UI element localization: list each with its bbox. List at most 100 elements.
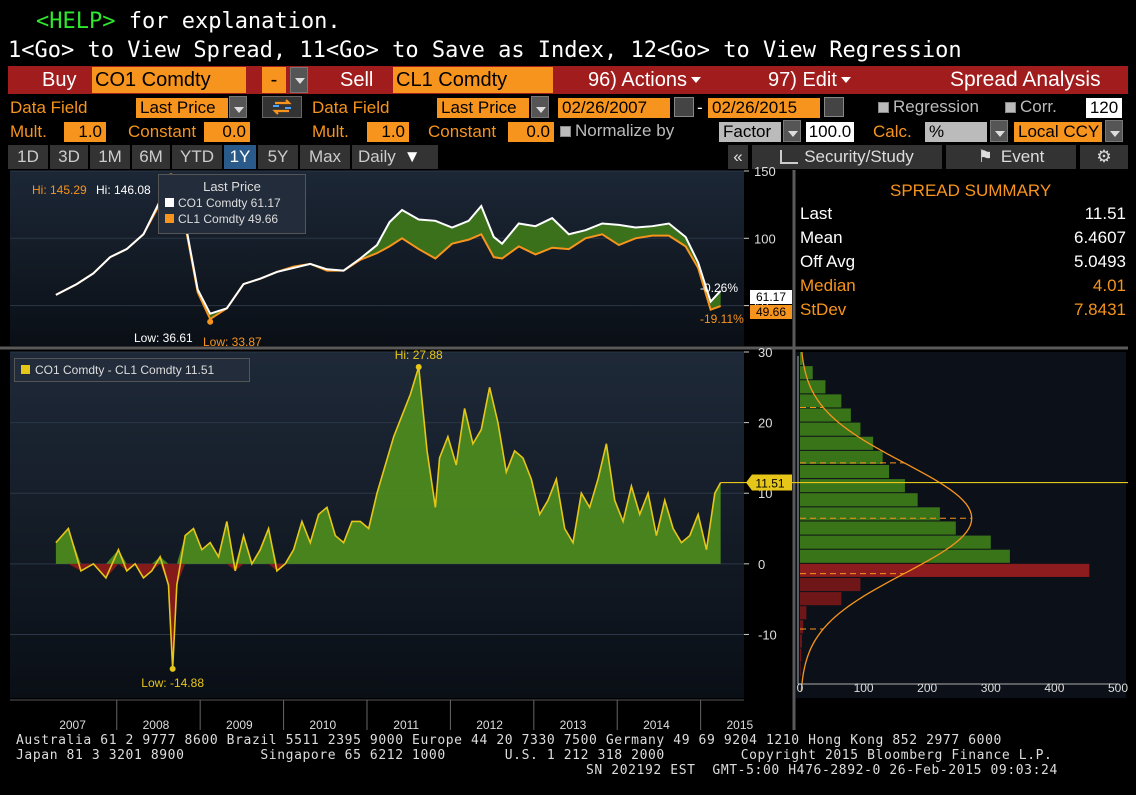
factor-field[interactable]: Factor (719, 122, 781, 142)
constant-label-1: Constant (128, 122, 197, 141)
end-date-field[interactable]: 02/26/2015 (708, 98, 820, 118)
collapse-button[interactable]: « (728, 145, 748, 169)
footer-line-1: Australia 61 2 9777 8600 Brazil 5511 239… (16, 733, 1002, 748)
summary-label: Median (800, 276, 856, 295)
frequency-dropdown[interactable]: Daily ▼ (352, 145, 438, 169)
legend-item-cl1[interactable]: CL1 Comdty 49.66 (159, 211, 305, 227)
last-price-label: 49.66 (756, 305, 786, 319)
histogram-bar (800, 563, 1090, 577)
security-study-button[interactable]: Security/Study (752, 145, 942, 169)
data-field-2-dropdown[interactable] (531, 96, 549, 118)
tab-3d[interactable]: 3D (50, 145, 88, 169)
summary-label: Mean (800, 228, 843, 247)
regression-label: Regression (893, 97, 979, 116)
summary-label: StDev (800, 300, 847, 319)
histogram-bar (800, 380, 826, 394)
help-line: <HELP> for explanation. (36, 8, 341, 36)
tab-1y[interactable]: 1Y (224, 145, 256, 169)
event-label: Event (1000, 147, 1045, 166)
actions-menu[interactable]: 96) Actions (588, 66, 701, 94)
histogram-bar (800, 479, 905, 493)
x-tick-label: 2009 (226, 718, 253, 732)
summary-row: StDev 7.8431 (800, 298, 1126, 322)
mult-field-1[interactable]: 1.0 (64, 122, 106, 142)
factor-dropdown[interactable] (783, 120, 801, 142)
operator-dropdown[interactable] (290, 67, 308, 93)
price-high-label: Hi: 145.29 (32, 183, 87, 197)
page-title: Spread Analysis (950, 68, 1101, 91)
summary-label: Off Avg (800, 252, 856, 271)
calc-field[interactable]: % (925, 122, 987, 142)
x-tick-label: 2007 (59, 718, 86, 732)
constant-label-2: Constant (428, 122, 497, 141)
x-tick-label: 2012 (476, 718, 503, 732)
summary-row: Mean 6.4607 (800, 226, 1126, 250)
spread-legend[interactable]: CO1 Comdty - CL1 Comdty 11.51 (14, 358, 250, 382)
mult-label-1: Mult. (10, 122, 47, 141)
calc-dropdown[interactable] (990, 120, 1008, 142)
tab-5y[interactable]: 5Y (258, 145, 298, 169)
tab-ytd[interactable]: YTD (172, 145, 222, 169)
corr-window-field[interactable]: 120 (1086, 98, 1122, 118)
price-panel-bg (10, 171, 744, 346)
summary-label: Last (800, 204, 833, 223)
chevron-down-icon: ▼ (403, 147, 421, 166)
currency-dropdown[interactable] (1105, 120, 1123, 142)
histogram-bar (800, 464, 890, 479)
histogram-tick-label: 500 (1108, 681, 1128, 695)
security1-field[interactable]: CO1 Comdty (92, 67, 246, 93)
event-button[interactable]: ⚑ Event (946, 145, 1076, 169)
tab-1m[interactable]: 1M (90, 145, 130, 169)
histogram-bar (800, 549, 1010, 563)
legend-cl1-label: CL1 Comdty 49.66 (178, 212, 279, 226)
histogram-bar (800, 535, 991, 549)
summary-title: SPREAD SUMMARY (890, 181, 1052, 200)
normalize-label: Normalize by (575, 121, 675, 140)
mult-field-2[interactable]: 1.0 (367, 122, 409, 142)
last-price-flag (750, 305, 792, 319)
data-field-2[interactable]: Last Price (437, 98, 529, 118)
start-calendar-icon[interactable] (674, 97, 694, 117)
constant-field-2[interactable]: 0.0 (508, 122, 554, 142)
mult-label-2: Mult. (312, 122, 349, 141)
currency-field[interactable]: Local CCY (1014, 122, 1102, 142)
constant-field-1[interactable]: 0.0 (204, 122, 250, 142)
price-low-marker (207, 318, 214, 325)
price-low-label: Low: 33.87 (203, 335, 262, 349)
spread-tick-label: -10 (758, 627, 777, 642)
regression-checkbox[interactable]: Regression (878, 96, 979, 118)
operator-field[interactable]: - (262, 67, 286, 93)
spread-tick-label: 30 (758, 345, 772, 360)
tab-1d[interactable]: 1D (8, 145, 48, 169)
data-field-1-dropdown[interactable] (229, 96, 247, 118)
spread-low-label: Low: -14.88 (141, 676, 204, 690)
corr-checkbox[interactable]: Corr. (1005, 96, 1057, 118)
histogram-tick-label: 0 (797, 681, 804, 695)
legend-item-co1[interactable]: CO1 Comdty 61.17 (159, 195, 305, 211)
x-tick-label: 2011 (393, 718, 419, 732)
swap-icon[interactable] (262, 96, 302, 118)
histogram-bar (800, 606, 807, 620)
histogram-bar (800, 620, 804, 634)
tab-max[interactable]: Max (300, 145, 350, 169)
factor-value-field[interactable]: 100.0 (806, 122, 854, 142)
normalize-checkbox[interactable]: Normalize by (560, 120, 674, 142)
flag-icon: ⚑ (977, 147, 993, 166)
end-calendar-icon[interactable] (824, 97, 844, 117)
price-tick-label: 100 (754, 231, 776, 246)
summary-value: 5.0493 (1074, 252, 1126, 271)
data-field-1[interactable]: Last Price (136, 98, 228, 118)
spread-tick-label: 0 (758, 557, 765, 572)
corr-label: Corr. (1020, 97, 1057, 116)
security2-field[interactable]: CL1 Comdty (393, 67, 553, 93)
help-key[interactable]: <HELP> (36, 9, 116, 34)
x-tick-label: 2010 (309, 718, 336, 732)
study-label: Security/Study (804, 147, 914, 166)
edit-menu[interactable]: 97) Edit (768, 66, 851, 94)
spread-line (55, 366, 722, 669)
spread-high-marker (415, 363, 422, 370)
gear-icon[interactable]: ⚙ (1080, 145, 1128, 169)
distribution-fit-curve (800, 351, 973, 691)
tab-6m[interactable]: 6M (132, 145, 170, 169)
start-date-field[interactable]: 02/26/2007 (558, 98, 670, 118)
